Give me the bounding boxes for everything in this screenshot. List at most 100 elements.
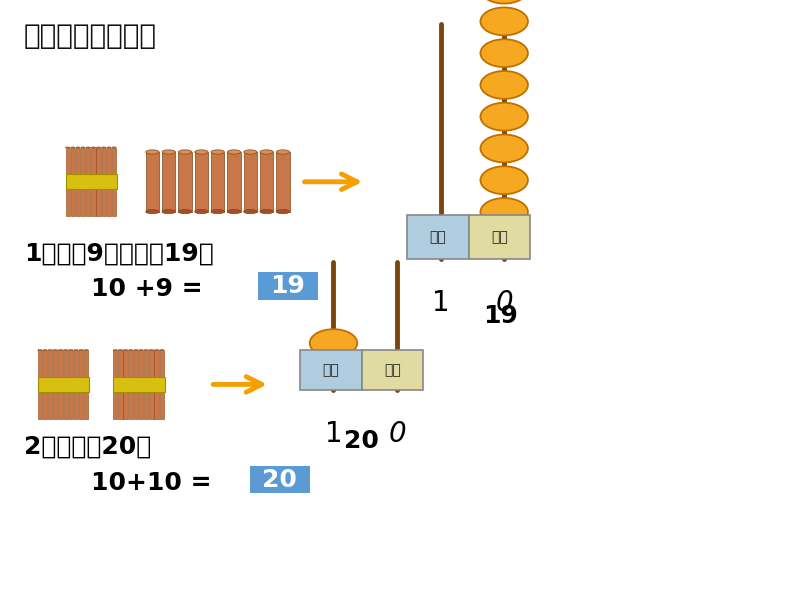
Bar bbox=[407, 215, 468, 259]
Bar bbox=[113, 377, 165, 392]
Ellipse shape bbox=[179, 150, 191, 154]
Bar bbox=[71, 148, 75, 216]
Bar bbox=[113, 350, 118, 418]
Ellipse shape bbox=[65, 147, 70, 148]
Bar bbox=[112, 148, 116, 216]
Bar bbox=[154, 350, 159, 418]
Bar bbox=[124, 350, 128, 418]
Ellipse shape bbox=[480, 71, 528, 99]
Bar bbox=[91, 148, 95, 216]
Bar bbox=[468, 215, 530, 259]
Text: 1个十，9个一，是19。: 1个十，9个一，是19。 bbox=[24, 241, 214, 265]
Bar bbox=[59, 350, 63, 418]
Ellipse shape bbox=[227, 150, 241, 154]
Text: 0: 0 bbox=[388, 420, 406, 448]
Ellipse shape bbox=[195, 209, 208, 214]
Ellipse shape bbox=[480, 135, 528, 163]
Ellipse shape bbox=[162, 209, 175, 214]
Bar bbox=[276, 152, 290, 212]
Text: 1: 1 bbox=[432, 289, 449, 317]
Ellipse shape bbox=[179, 209, 191, 214]
Text: 10 +9 =: 10 +9 = bbox=[91, 277, 203, 301]
Ellipse shape bbox=[310, 329, 357, 357]
Text: 个位: 个位 bbox=[384, 363, 401, 377]
Ellipse shape bbox=[417, 230, 464, 257]
Bar bbox=[43, 350, 47, 418]
Text: 20: 20 bbox=[344, 429, 379, 453]
Bar bbox=[81, 148, 85, 216]
Ellipse shape bbox=[146, 209, 159, 214]
Bar bbox=[129, 350, 133, 418]
Text: 1: 1 bbox=[325, 420, 342, 448]
Bar bbox=[38, 377, 89, 392]
Ellipse shape bbox=[310, 361, 357, 389]
Ellipse shape bbox=[480, 230, 528, 257]
Ellipse shape bbox=[480, 0, 528, 4]
Bar bbox=[64, 350, 67, 418]
Bar bbox=[362, 350, 423, 390]
Ellipse shape bbox=[81, 147, 85, 148]
Bar bbox=[87, 148, 91, 216]
Ellipse shape bbox=[276, 150, 290, 154]
Bar bbox=[146, 152, 159, 212]
Ellipse shape bbox=[86, 147, 91, 148]
Bar bbox=[300, 350, 362, 390]
Ellipse shape bbox=[480, 103, 528, 131]
Bar bbox=[179, 152, 191, 212]
Ellipse shape bbox=[480, 39, 528, 67]
Ellipse shape bbox=[195, 150, 208, 154]
Ellipse shape bbox=[102, 147, 106, 148]
Ellipse shape bbox=[97, 147, 101, 148]
Bar bbox=[133, 350, 138, 418]
Ellipse shape bbox=[260, 209, 273, 214]
Bar bbox=[79, 350, 83, 418]
Bar bbox=[65, 174, 118, 189]
Bar bbox=[162, 152, 175, 212]
Bar bbox=[65, 148, 70, 216]
Bar bbox=[145, 350, 148, 418]
Ellipse shape bbox=[91, 147, 95, 148]
Ellipse shape bbox=[244, 209, 257, 214]
Bar bbox=[139, 350, 143, 418]
Text: 19: 19 bbox=[483, 304, 518, 328]
Bar bbox=[244, 152, 257, 212]
Bar bbox=[74, 350, 78, 418]
Bar bbox=[84, 350, 88, 418]
Bar bbox=[118, 350, 122, 418]
Text: 10+10 =: 10+10 = bbox=[91, 471, 212, 495]
Bar bbox=[106, 148, 111, 216]
Ellipse shape bbox=[480, 7, 528, 35]
Bar bbox=[102, 148, 106, 216]
Ellipse shape bbox=[260, 150, 273, 154]
Ellipse shape bbox=[162, 150, 175, 154]
Text: 做一做，说一说。: 做一做，说一说。 bbox=[24, 22, 157, 49]
Text: 0: 0 bbox=[495, 289, 513, 317]
Ellipse shape bbox=[76, 147, 80, 148]
Bar bbox=[227, 152, 241, 212]
Bar bbox=[38, 350, 42, 418]
Ellipse shape bbox=[211, 209, 225, 214]
Ellipse shape bbox=[227, 209, 241, 214]
Text: 个位: 个位 bbox=[491, 230, 508, 244]
Text: 十位: 十位 bbox=[430, 230, 446, 244]
Bar bbox=[97, 148, 101, 216]
Ellipse shape bbox=[276, 209, 290, 214]
Ellipse shape bbox=[480, 166, 528, 194]
Bar bbox=[258, 272, 318, 300]
Ellipse shape bbox=[480, 198, 528, 226]
Text: 十位: 十位 bbox=[322, 363, 339, 377]
Bar bbox=[69, 350, 73, 418]
Bar bbox=[76, 148, 80, 216]
Ellipse shape bbox=[106, 147, 111, 148]
Text: 19: 19 bbox=[271, 274, 305, 298]
Text: 20: 20 bbox=[263, 468, 297, 492]
Bar bbox=[48, 350, 52, 418]
Ellipse shape bbox=[112, 147, 116, 148]
Ellipse shape bbox=[71, 147, 75, 148]
Bar bbox=[211, 152, 225, 212]
Bar bbox=[250, 466, 310, 493]
Text: 2个十，是20。: 2个十，是20。 bbox=[24, 435, 151, 459]
Bar bbox=[53, 350, 57, 418]
Ellipse shape bbox=[244, 150, 257, 154]
Ellipse shape bbox=[146, 150, 159, 154]
